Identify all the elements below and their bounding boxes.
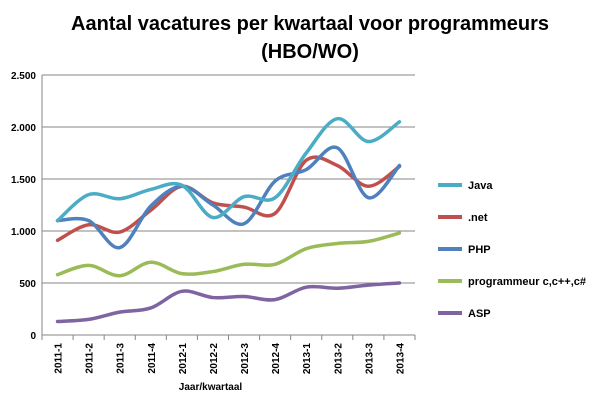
legend-label: .net	[468, 212, 488, 224]
series-line-programmeur-c-c-c	[55, 231, 402, 278]
x-tick-label: 2012-4	[271, 343, 282, 375]
legend-label: Java	[468, 180, 493, 192]
series-line-java	[55, 116, 402, 223]
y-tick-label: 0	[30, 331, 36, 342]
x-tick-label: 2013-4	[395, 343, 406, 375]
y-tick-label: 1.000	[11, 227, 36, 238]
x-tick-label: 2012-1	[178, 343, 189, 375]
x-tick-label: 2013-2	[333, 343, 344, 375]
x-tick-label: 2011-3	[116, 343, 127, 374]
x-tick-label: 2013-1	[302, 343, 313, 375]
y-tick-label: 1.500	[11, 175, 36, 186]
y-tick-label: 500	[19, 279, 36, 290]
x-tick-label: 2011-2	[85, 343, 96, 374]
y-tick-label: 2.000	[11, 123, 36, 134]
series-line-php	[55, 145, 402, 250]
x-axis-title: Jaar/kwartaal	[179, 382, 243, 393]
x-tick-label: 2013-3	[364, 343, 375, 375]
legend-label: programmeur c,c++,c#	[468, 276, 586, 288]
chart-title-line2: (HBO/WO)	[261, 41, 359, 63]
x-tick-label: 2011-1	[54, 343, 65, 374]
chart-title-line1: Aantal vacatures per kwartaal voor progr…	[71, 13, 549, 35]
series-line-asp	[55, 281, 402, 324]
x-tick-label: 2012-2	[209, 343, 220, 375]
legend-label: PHP	[468, 244, 491, 256]
x-tick-label: 2011-4	[147, 343, 158, 374]
chart-title: Aantal vacatures per kwartaal voor progr…	[40, 10, 580, 66]
y-tick-label: 2.500	[11, 71, 36, 82]
x-tick-label: 2012-3	[240, 343, 251, 375]
legend-label: ASP	[468, 308, 491, 320]
